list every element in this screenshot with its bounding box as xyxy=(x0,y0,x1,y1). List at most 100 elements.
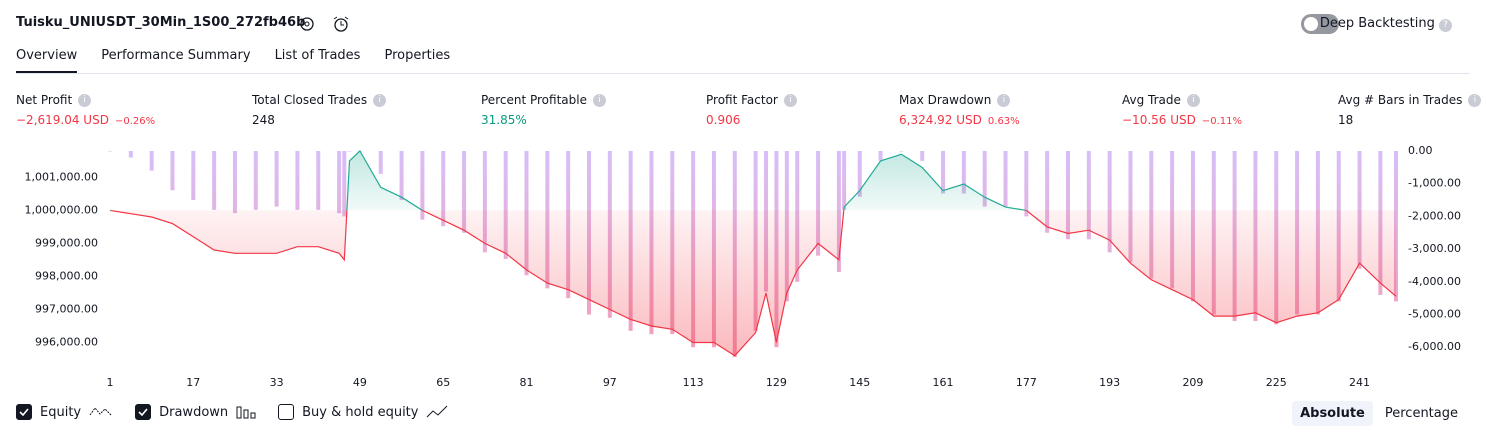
metric-value-text: 18 xyxy=(1338,113,1354,127)
tab[interactable]: List of Trades xyxy=(274,48,361,63)
metric-value-text: −2,619.04 USD xyxy=(16,113,109,127)
drawdown-bar xyxy=(441,151,446,227)
drawdown-bar xyxy=(316,151,321,210)
title-icons[interactable] xyxy=(298,15,358,33)
x-tick-label: 113 xyxy=(683,376,704,389)
info-icon[interactable]: i xyxy=(78,93,92,107)
drawdown-bar xyxy=(191,151,196,201)
info-icon[interactable]: i xyxy=(783,93,797,107)
tab[interactable]: Properties xyxy=(384,48,451,63)
info-icon[interactable]: i xyxy=(1186,93,1200,107)
metric: Percent Profitable i 31.85% xyxy=(481,93,606,127)
checkbox[interactable] xyxy=(278,404,295,420)
drawdown-bar xyxy=(1086,151,1091,240)
drawdown-bar xyxy=(149,151,154,171)
y2-tick-label: -6,000.00 xyxy=(1408,340,1461,353)
drawdown-bar xyxy=(1357,151,1362,269)
legend-icon xyxy=(236,406,256,419)
metric-label: Avg Trade i xyxy=(1122,93,1242,107)
info-icon[interactable]: i xyxy=(997,93,1011,107)
drawdown-bar xyxy=(462,151,467,233)
metric: Profit Factor i 0.906 xyxy=(706,93,797,127)
drawdown-bar xyxy=(170,151,175,191)
scale-buttons: Absolute Percentage xyxy=(1292,401,1466,426)
metric-label-text: Profit Factor xyxy=(706,93,778,107)
x-tick-label: 225 xyxy=(1266,376,1287,389)
legend-label: Buy & hold equity xyxy=(302,404,419,420)
legend-label: Equity xyxy=(40,404,82,420)
metric-percent: 0.63% xyxy=(987,116,1020,127)
drawdown-bar xyxy=(857,151,862,197)
legend-buy-hold[interactable]: Buy & hold equity xyxy=(278,404,448,420)
tab-bar: Overview Performance Summary List of Trade… xyxy=(16,48,450,74)
metric-value: 0.906 xyxy=(706,113,797,127)
drawdown-bar xyxy=(232,151,237,214)
drawdown-bar xyxy=(212,151,217,210)
metric-value: 248 xyxy=(252,113,386,127)
help-icon[interactable]: ? xyxy=(1439,19,1452,32)
metric-label-text: Net Profit xyxy=(16,93,73,107)
y2-tick-label: 0.00 xyxy=(1408,144,1433,157)
info-icon[interactable]: i xyxy=(1468,93,1482,107)
drawdown-bar xyxy=(878,151,883,161)
info-icon[interactable]: i xyxy=(592,93,606,107)
x-tick-label: 97 xyxy=(603,376,617,389)
metric-label-text: Avg # Bars in Trades xyxy=(1338,93,1463,107)
legend: Equity Drawdown Buy & hold equity xyxy=(16,404,448,420)
y2-tick-label: -5,000.00 xyxy=(1408,308,1461,321)
legend-drawdown[interactable]: Drawdown xyxy=(135,404,256,420)
y-tick-label: 997,000.00 xyxy=(35,302,98,315)
drawdown-bar xyxy=(253,151,258,210)
metric-value-text: −10.56 USD xyxy=(1122,113,1196,127)
drawdown-bar xyxy=(1024,151,1029,217)
metric-label: Avg # Bars in Trades i xyxy=(1338,93,1482,107)
drawdown-bar xyxy=(1065,151,1070,240)
x-tick-label: 49 xyxy=(353,376,367,389)
scale-button[interactable]: Absolute xyxy=(1292,401,1373,426)
x-tick-label: 65 xyxy=(436,376,450,389)
y2-tick-label: -3,000.00 xyxy=(1408,242,1461,255)
tab[interactable]: Performance Summary xyxy=(101,48,251,63)
equity-line-negative xyxy=(109,210,1397,357)
strategy-title: Tuisku_UNIUSDT_30Min_1S00_272fb46b xyxy=(16,15,306,30)
scale-button[interactable]: Percentage xyxy=(1384,406,1458,421)
x-tick-label: 145 xyxy=(849,376,870,389)
info-icon[interactable]: i xyxy=(373,93,387,107)
x-tick-label: 241 xyxy=(1349,376,1370,389)
checkbox[interactable] xyxy=(135,404,152,420)
drawdown-bar xyxy=(1107,151,1112,253)
drawdown-bar xyxy=(982,151,987,207)
metric: Avg # Bars in Trades i 18 xyxy=(1338,93,1482,127)
metric: Total Closed Trades i 248 xyxy=(252,93,387,127)
metric: Avg Trade i −10.56 USD −0.11% xyxy=(1122,93,1242,127)
legend-icon xyxy=(89,407,112,416)
x-tick-label: 161 xyxy=(933,376,954,389)
tab[interactable]: Overview xyxy=(16,48,78,74)
metric: Net Profit i −2,619.04 USD −0.26% xyxy=(16,93,155,127)
drawdown-bar xyxy=(816,151,821,256)
metric-label: Percent Profitable i xyxy=(481,93,606,107)
metric-value-text: 248 xyxy=(252,113,275,127)
metric-label: Net Profit i xyxy=(16,93,155,107)
drawdown-bar xyxy=(503,151,508,259)
checkbox[interactable] xyxy=(16,404,32,420)
drawdown-bar xyxy=(128,151,133,158)
legend-equity[interactable]: Equity xyxy=(16,404,113,420)
drawdown-bar xyxy=(941,151,946,194)
drawdown-bar xyxy=(295,151,300,210)
drawdown-bar xyxy=(961,151,966,194)
drawdown-bar xyxy=(378,151,383,174)
x-tick-label: 17 xyxy=(186,376,200,389)
metric-label-text: Avg Trade xyxy=(1122,93,1181,107)
drawdown-bar xyxy=(420,151,425,220)
deep-backtesting-toggle[interactable] xyxy=(1301,14,1339,34)
equity-area-negative xyxy=(110,210,1396,356)
metric-value: 6,324.92 USD 0.63% xyxy=(899,113,1020,127)
drawdown-bar xyxy=(342,151,347,217)
y-tick-label: 998,000.00 xyxy=(35,269,98,282)
drawdown-bar xyxy=(1045,151,1050,233)
metric-label-text: Max Drawdown xyxy=(899,93,992,107)
legend-label: Drawdown xyxy=(159,404,229,420)
